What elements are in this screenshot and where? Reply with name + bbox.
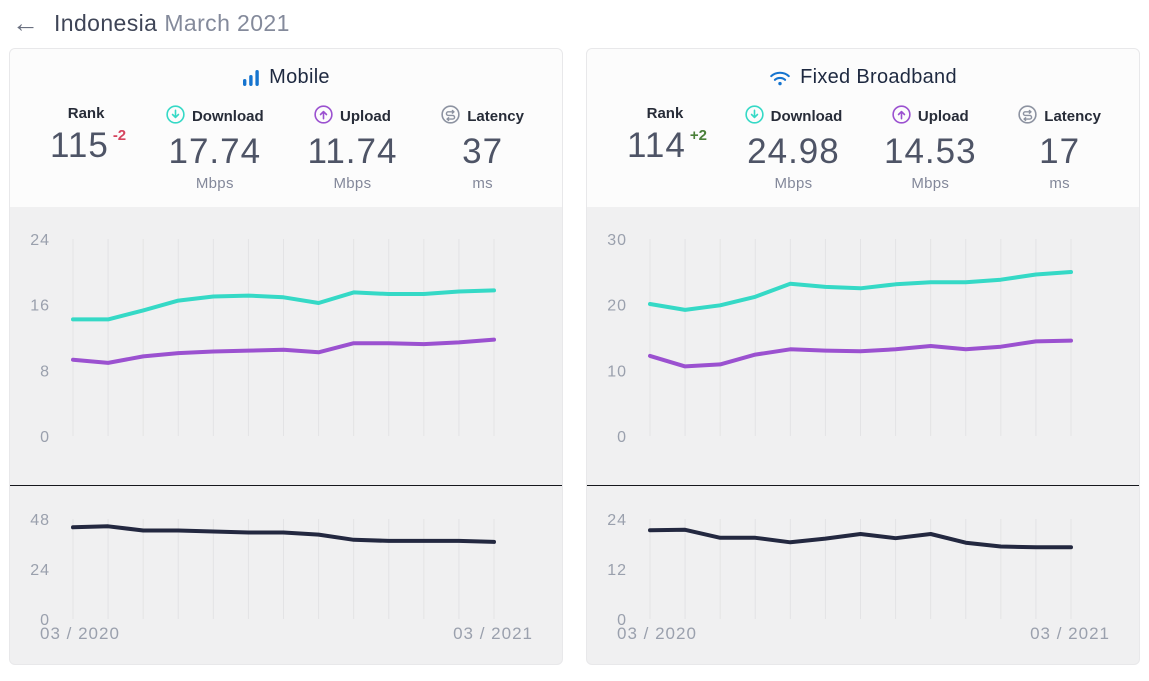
latency-value: 37 bbox=[462, 132, 504, 171]
latency-label: Latency bbox=[1044, 108, 1101, 125]
wifi-icon bbox=[769, 69, 791, 87]
rank-change-badge: +2 bbox=[689, 127, 707, 145]
fixed-stat-latency: Latency 17 ms bbox=[1018, 105, 1101, 192]
page-title-country: Indonesia bbox=[54, 9, 158, 36]
cards-container: Mobile Rank 115 -2 Download bbox=[0, 48, 1149, 665]
mobile-card-title-label: Mobile bbox=[269, 66, 330, 88]
mobile-stat-rank: Rank 115 -2 bbox=[50, 105, 127, 192]
upload-value: 14.53 bbox=[884, 132, 977, 171]
fixed-card-title: Fixed Broadband bbox=[587, 66, 1139, 89]
svg-text:0: 0 bbox=[40, 612, 50, 629]
upload-icon bbox=[892, 105, 911, 128]
page-header: ← Indonesia March 2021 bbox=[0, 0, 1149, 48]
latency-unit: ms bbox=[1049, 174, 1070, 192]
mobile-card-header: Mobile Rank 115 -2 Download bbox=[10, 49, 562, 207]
svg-text:48: 48 bbox=[30, 512, 50, 529]
upload-label: Upload bbox=[917, 108, 969, 125]
svg-text:24: 24 bbox=[607, 512, 627, 529]
latency-unit: ms bbox=[472, 174, 493, 192]
svg-text:30: 30 bbox=[607, 232, 627, 249]
fixed-stat-upload: Upload 14.53 Mbps bbox=[884, 105, 977, 192]
back-arrow-icon[interactable]: ← bbox=[12, 7, 39, 38]
svg-text:24: 24 bbox=[30, 232, 50, 249]
svg-text:10: 10 bbox=[607, 363, 627, 380]
svg-text:0: 0 bbox=[617, 429, 627, 446]
upload-unit: Mbps bbox=[911, 174, 950, 192]
download-label: Download bbox=[770, 108, 843, 125]
latency-label: Latency bbox=[467, 108, 524, 125]
upload-unit: Mbps bbox=[333, 174, 372, 192]
fixed-stats-row: Rank 114 +2 Download 24.98 Mb bbox=[587, 89, 1139, 192]
svg-text:0: 0 bbox=[617, 612, 627, 629]
upload-icon bbox=[314, 105, 333, 128]
rank-value: 115 -2 bbox=[50, 126, 127, 165]
latency-value: 17 bbox=[1039, 132, 1081, 171]
fixed-stat-rank: Rank 114 +2 bbox=[627, 105, 707, 192]
mobile-card: Mobile Rank 115 -2 Download bbox=[9, 48, 563, 665]
mobile-stat-latency: Latency 37 ms bbox=[441, 105, 524, 192]
latency-icon bbox=[1018, 105, 1037, 128]
download-icon bbox=[744, 105, 764, 128]
latency-icon bbox=[441, 105, 460, 128]
fixed-card-title-label: Fixed Broadband bbox=[800, 66, 957, 88]
svg-text:0: 0 bbox=[40, 429, 50, 446]
mobile-speed-chart: 24 16 8 0 bbox=[10, 232, 562, 486]
fixed-latency-chart: 24 12 003 / 2020 03 / 2021 bbox=[607, 512, 1110, 643]
fixed-speed-chart: 30 20 10 0 bbox=[587, 232, 1139, 486]
rank-label: Rank bbox=[67, 105, 105, 122]
rank-value: 114 +2 bbox=[627, 126, 707, 165]
fixed-card-header: Fixed Broadband Rank 114 +2 bbox=[587, 49, 1139, 207]
svg-text:03 / 2021: 03 / 2021 bbox=[1030, 624, 1110, 643]
download-icon bbox=[166, 105, 185, 128]
download-label: Download bbox=[191, 108, 264, 125]
upload-value: 11.74 bbox=[307, 132, 398, 171]
mobile-stat-download: Download 17.74 Mbps bbox=[166, 105, 264, 192]
mobile-card-title: Mobile bbox=[10, 66, 562, 89]
svg-text:03 / 2020: 03 / 2020 bbox=[40, 624, 120, 643]
mobile-latency-chart: 48 24 003 / 2020 03 / 2021 bbox=[30, 512, 533, 643]
mobile-stats-row: Rank 115 -2 Download 17.74 Mb bbox=[10, 89, 562, 192]
upload-label: Upload bbox=[340, 108, 391, 125]
svg-text:16: 16 bbox=[30, 297, 50, 314]
download-value: 17.74 bbox=[168, 132, 262, 171]
fixed-broadband-card: Fixed Broadband Rank 114 +2 bbox=[586, 48, 1140, 665]
mobile-chart-zone: 24 16 8 0 48 24 0 03 / 2020 03 / 2021 bbox=[10, 207, 562, 664]
page-title: Indonesia March 2021 bbox=[54, 10, 290, 37]
svg-text:24: 24 bbox=[30, 562, 50, 579]
svg-text:03 / 2021: 03 / 2021 bbox=[453, 624, 533, 643]
download-unit: Mbps bbox=[774, 174, 813, 192]
fixed-chart-zone: 30 20 10 0 24 12 0 03 / 2020 03 / 2021 bbox=[587, 207, 1139, 664]
svg-text:12: 12 bbox=[607, 562, 627, 579]
rank-change-badge: -2 bbox=[112, 127, 127, 145]
svg-text:03 / 2020: 03 / 2020 bbox=[617, 624, 697, 643]
rank-label: Rank bbox=[646, 105, 684, 122]
svg-text:8: 8 bbox=[40, 363, 50, 380]
download-unit: Mbps bbox=[195, 174, 234, 192]
page-title-period: March 2021 bbox=[164, 9, 290, 36]
svg-text:20: 20 bbox=[607, 297, 627, 314]
mobile-stat-upload: Upload 11.74 Mbps bbox=[307, 105, 397, 192]
download-value: 24.98 bbox=[747, 132, 840, 171]
fixed-stat-download: Download 24.98 Mbps bbox=[744, 105, 843, 192]
mobile-signal-bars-icon bbox=[242, 69, 260, 87]
